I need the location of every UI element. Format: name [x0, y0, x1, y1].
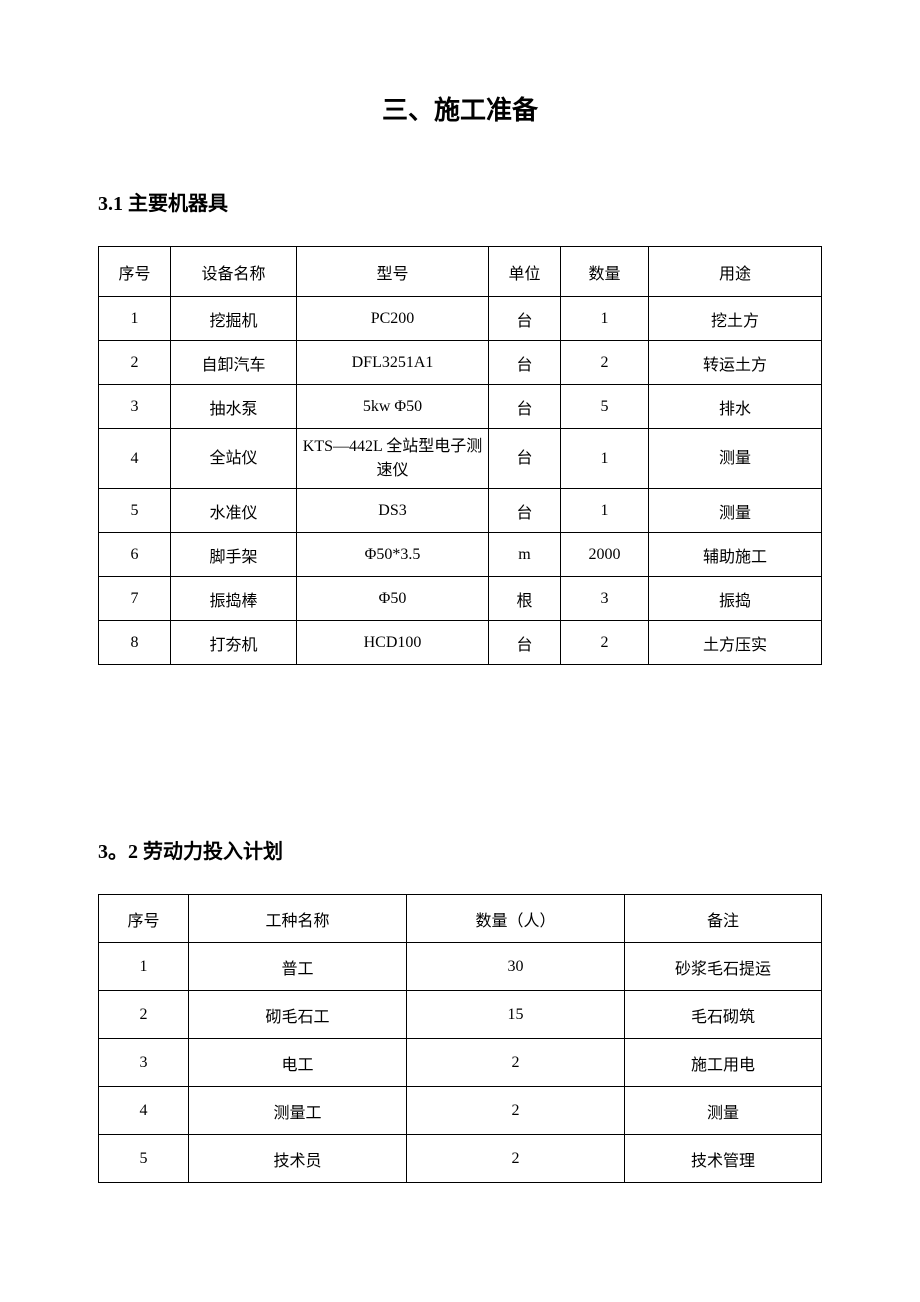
- cell-seq: 1: [99, 297, 171, 341]
- cell-name: 自卸汽车: [171, 341, 297, 385]
- table-row: 4 测量工 2 测量: [99, 1087, 822, 1135]
- equipment-table: 序号 设备名称 型号 单位 数量 用途 1 挖掘机 PC200 台 1 挖土方 …: [98, 246, 822, 665]
- cell-qty: 5: [561, 385, 649, 429]
- cell-use: 振捣: [649, 577, 822, 621]
- cell-note: 施工用电: [625, 1039, 822, 1087]
- table-row: 3 抽水泵 5kw Φ50 台 5 排水: [99, 385, 822, 429]
- table-row: 2 自卸汽车 DFL3251A1 台 2 转运土方: [99, 341, 822, 385]
- cell-qty: 1: [561, 297, 649, 341]
- cell-unit: 台: [489, 429, 561, 489]
- cell-seq: 4: [99, 429, 171, 489]
- cell-name: 测量工: [189, 1087, 407, 1135]
- cell-unit: 台: [489, 341, 561, 385]
- cell-use: 挖土方: [649, 297, 822, 341]
- cell-use: 辅助施工: [649, 533, 822, 577]
- cell-name: 脚手架: [171, 533, 297, 577]
- cell-name: 全站仪: [171, 429, 297, 489]
- cell-model: DFL3251A1: [297, 341, 489, 385]
- cell-qty: 1: [561, 429, 649, 489]
- cell-use: 转运土方: [649, 341, 822, 385]
- cell-use: 土方压实: [649, 621, 822, 665]
- cell-qty: 15: [407, 991, 625, 1039]
- cell-unit: 台: [489, 621, 561, 665]
- equipment-header-seq: 序号: [99, 247, 171, 297]
- labor-header-seq: 序号: [99, 895, 189, 943]
- labor-header-note: 备注: [625, 895, 822, 943]
- labor-table-header-row: 序号 工种名称 数量（人） 备注: [99, 895, 822, 943]
- cell-qty: 2: [561, 341, 649, 385]
- table-row: 8 打夯机 HCD100 台 2 土方压实: [99, 621, 822, 665]
- cell-name: 振捣棒: [171, 577, 297, 621]
- cell-seq: 5: [99, 1135, 189, 1183]
- cell-model: KTS—442L 全站型电子测速仪: [297, 429, 489, 489]
- cell-qty: 1: [561, 489, 649, 533]
- table-row: 1 普工 30 砂浆毛石提运: [99, 943, 822, 991]
- cell-seq: 6: [99, 533, 171, 577]
- cell-name: 砌毛石工: [189, 991, 407, 1039]
- cell-model: Φ50: [297, 577, 489, 621]
- table-row: 4 全站仪 KTS—442L 全站型电子测速仪 台 1 测量: [99, 429, 822, 489]
- cell-seq: 1: [99, 943, 189, 991]
- cell-model: PC200: [297, 297, 489, 341]
- cell-qty: 2000: [561, 533, 649, 577]
- cell-name: 技术员: [189, 1135, 407, 1183]
- cell-qty: 3: [561, 577, 649, 621]
- equipment-header-model: 型号: [297, 247, 489, 297]
- equipment-table-header-row: 序号 设备名称 型号 单位 数量 用途: [99, 247, 822, 297]
- labor-header-name: 工种名称: [189, 895, 407, 943]
- cell-seq: 2: [99, 341, 171, 385]
- cell-model: DS3: [297, 489, 489, 533]
- section2-heading: 3。2 劳动力投入计划: [98, 835, 822, 864]
- cell-seq: 3: [99, 1039, 189, 1087]
- page-title: 三、施工准备: [98, 90, 822, 127]
- cell-note: 砂浆毛石提运: [625, 943, 822, 991]
- cell-name: 水准仪: [171, 489, 297, 533]
- cell-note: 技术管理: [625, 1135, 822, 1183]
- equipment-header-use: 用途: [649, 247, 822, 297]
- cell-use: 测量: [649, 489, 822, 533]
- cell-seq: 3: [99, 385, 171, 429]
- section1-heading: 3.1 主要机器具: [98, 187, 822, 216]
- cell-note: 测量: [625, 1087, 822, 1135]
- cell-seq: 4: [99, 1087, 189, 1135]
- cell-qty: 2: [561, 621, 649, 665]
- cell-seq: 8: [99, 621, 171, 665]
- cell-name: 挖掘机: [171, 297, 297, 341]
- cell-unit: m: [489, 533, 561, 577]
- cell-name: 普工: [189, 943, 407, 991]
- table-row: 2 砌毛石工 15 毛石砌筑: [99, 991, 822, 1039]
- cell-name: 抽水泵: [171, 385, 297, 429]
- cell-qty: 2: [407, 1135, 625, 1183]
- equipment-header-qty: 数量: [561, 247, 649, 297]
- table-row: 1 挖掘机 PC200 台 1 挖土方: [99, 297, 822, 341]
- cell-seq: 5: [99, 489, 171, 533]
- cell-model: HCD100: [297, 621, 489, 665]
- cell-unit: 台: [489, 297, 561, 341]
- cell-name: 打夯机: [171, 621, 297, 665]
- table-row: 7 振捣棒 Φ50 根 3 振捣: [99, 577, 822, 621]
- table-row: 5 水准仪 DS3 台 1 测量: [99, 489, 822, 533]
- table-row: 3 电工 2 施工用电: [99, 1039, 822, 1087]
- cell-unit: 台: [489, 489, 561, 533]
- cell-name: 电工: [189, 1039, 407, 1087]
- cell-model: Φ50*3.5: [297, 533, 489, 577]
- equipment-header-unit: 单位: [489, 247, 561, 297]
- cell-unit: 根: [489, 577, 561, 621]
- cell-unit: 台: [489, 385, 561, 429]
- table-row: 5 技术员 2 技术管理: [99, 1135, 822, 1183]
- cell-seq: 7: [99, 577, 171, 621]
- labor-header-qty: 数量（人）: [407, 895, 625, 943]
- cell-seq: 2: [99, 991, 189, 1039]
- cell-model: 5kw Φ50: [297, 385, 489, 429]
- equipment-header-name: 设备名称: [171, 247, 297, 297]
- table-row: 6 脚手架 Φ50*3.5 m 2000 辅助施工: [99, 533, 822, 577]
- cell-note: 毛石砌筑: [625, 991, 822, 1039]
- labor-table: 序号 工种名称 数量（人） 备注 1 普工 30 砂浆毛石提运 2 砌毛石工 1…: [98, 894, 822, 1183]
- cell-qty: 30: [407, 943, 625, 991]
- cell-use: 测量: [649, 429, 822, 489]
- cell-qty: 2: [407, 1087, 625, 1135]
- cell-use: 排水: [649, 385, 822, 429]
- cell-qty: 2: [407, 1039, 625, 1087]
